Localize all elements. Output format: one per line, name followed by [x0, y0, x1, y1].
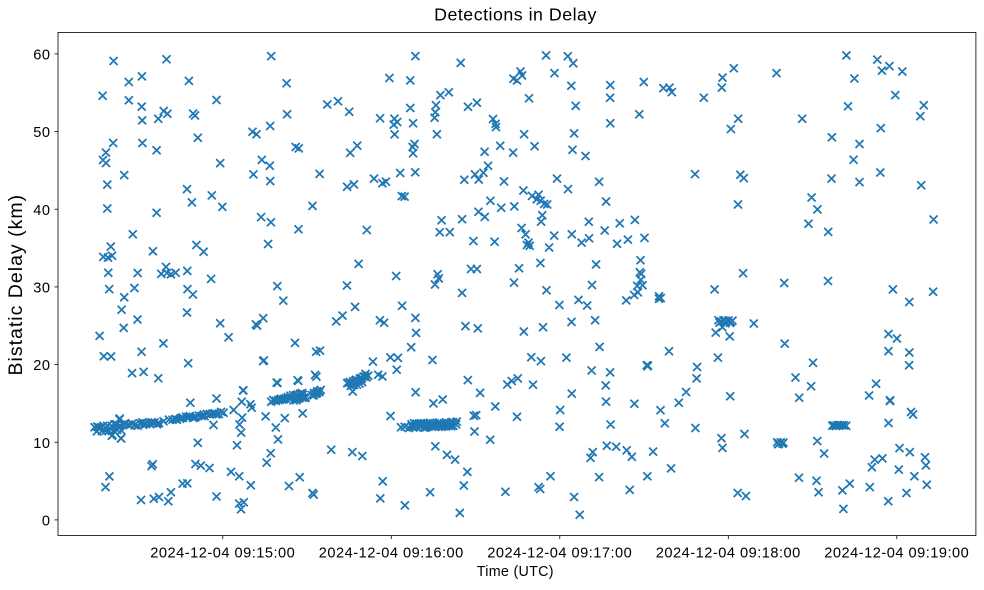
svg-text:50: 50: [33, 125, 50, 141]
svg-text:10: 10: [33, 436, 50, 452]
svg-text:Detections in Delay: Detections in Delay: [434, 4, 597, 24]
svg-text:60: 60: [33, 48, 50, 64]
svg-text:2024-12-04 09:16:00: 2024-12-04 09:16:00: [319, 546, 464, 562]
svg-text:2024-12-04 09:17:00: 2024-12-04 09:17:00: [487, 546, 632, 562]
svg-text:2024-12-04 09:19:00: 2024-12-04 09:19:00: [824, 546, 969, 562]
svg-text:Bistatic Delay (km): Bistatic Delay (km): [5, 194, 27, 376]
svg-text:2024-12-04 09:15:00: 2024-12-04 09:15:00: [150, 546, 295, 562]
svg-text:Time (UTC): Time (UTC): [477, 564, 554, 580]
svg-text:0: 0: [42, 514, 51, 530]
svg-text:2024-12-04 09:18:00: 2024-12-04 09:18:00: [656, 546, 801, 562]
svg-text:40: 40: [33, 203, 50, 219]
svg-text:30: 30: [33, 281, 50, 297]
svg-text:20: 20: [33, 358, 50, 374]
